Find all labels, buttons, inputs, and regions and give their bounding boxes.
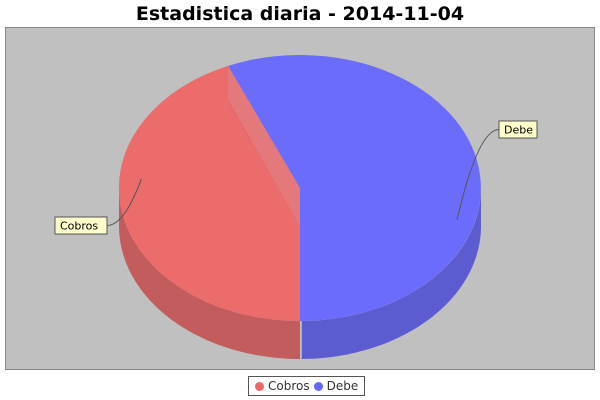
legend-item-cobros: Cobros xyxy=(255,379,310,393)
chart-title: Estadistica diaria - 2014-11-04 xyxy=(135,3,465,25)
pie-split-face xyxy=(228,65,300,227)
slice-label-cobros: Cobros xyxy=(60,220,98,233)
legend-swatch-cobros xyxy=(255,381,264,391)
legend-label-cobros: Cobros xyxy=(268,379,310,393)
pie-group: Cobros Debe xyxy=(54,55,538,359)
slice-label-debe: Debe xyxy=(504,124,533,137)
legend-item-debe: Debe xyxy=(313,379,359,393)
label-box-debe xyxy=(498,120,538,139)
pie-side-cobros xyxy=(119,189,300,359)
plot-area: Cobros Debe xyxy=(5,27,595,370)
pie-side-debe xyxy=(301,188,481,359)
label-leader-debe xyxy=(456,129,500,221)
pie-slice-debe xyxy=(228,55,481,321)
legend-label-debe: Debe xyxy=(326,379,359,393)
legend-swatch-debe xyxy=(313,381,323,391)
legend: Cobros Debe xyxy=(248,376,366,396)
label-leader-cobros xyxy=(106,178,142,226)
label-box-cobros xyxy=(54,216,108,235)
